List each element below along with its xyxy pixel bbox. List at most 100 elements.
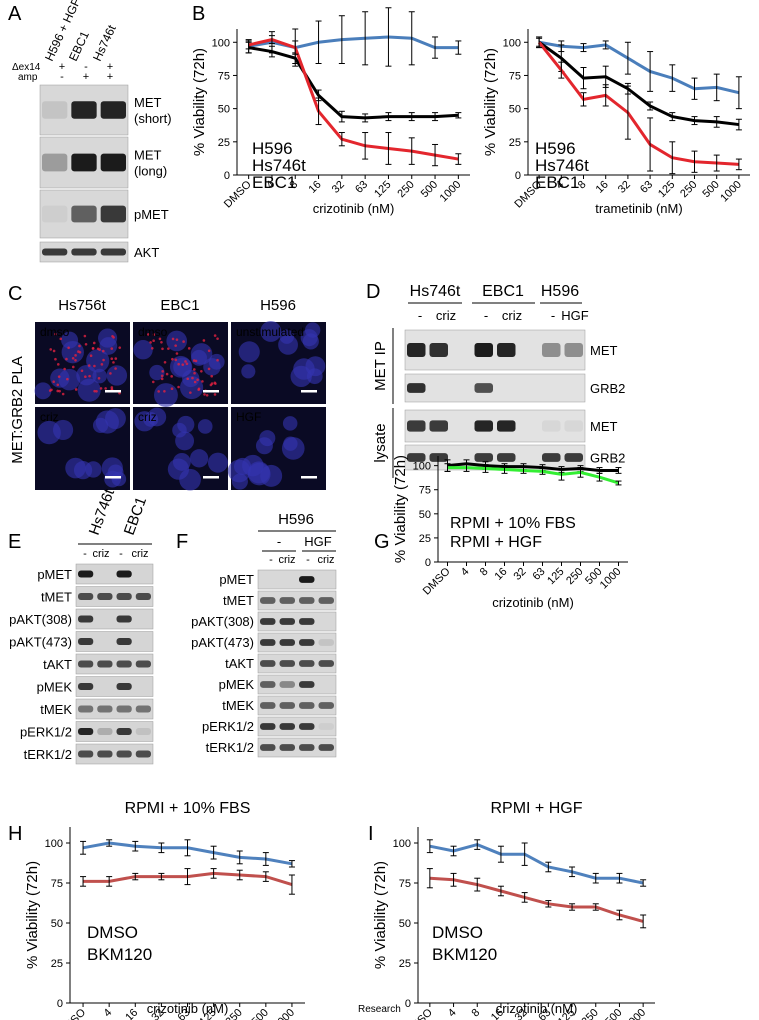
- y-tick-label: 50: [399, 918, 411, 930]
- x-axis-title: crizotinib (nM): [492, 595, 574, 610]
- blot-band: [97, 750, 113, 758]
- blot: [257, 716, 337, 737]
- blot-band: [78, 638, 94, 645]
- pla-dot: [170, 387, 174, 391]
- label: +: [83, 71, 89, 83]
- error-bar: [408, 11, 415, 66]
- error-bar: [132, 872, 139, 881]
- pla-dot: [112, 361, 115, 364]
- pla-dot: [66, 377, 69, 381]
- x-tick-label: 1000: [718, 179, 744, 205]
- pla-dot: [99, 387, 103, 390]
- x-tick-label: 32: [330, 179, 347, 196]
- blot-band: [97, 705, 113, 713]
- blot-band: [100, 153, 126, 172]
- x-tick-label: 125: [372, 179, 393, 200]
- error-bar: [580, 43, 587, 53]
- y-axis-title: % Viability (72h): [392, 455, 409, 563]
- pla-dot: [56, 363, 60, 366]
- blot-band: [71, 101, 97, 119]
- error-bar: [426, 868, 433, 889]
- error-bar: [735, 158, 742, 171]
- blot-band: [116, 705, 132, 713]
- label: tMEK: [222, 698, 254, 713]
- blot-band: [135, 705, 151, 713]
- y-axis-title: % Viability (72h): [482, 48, 499, 156]
- pla-dot: [58, 389, 61, 393]
- pla-dot: [202, 339, 206, 342]
- error-bar: [569, 866, 576, 878]
- error-bar: [669, 112, 676, 122]
- nucleus: [73, 461, 93, 480]
- error-bar: [426, 839, 433, 854]
- pla-dot: [196, 378, 199, 382]
- y-tick-label: 100: [413, 461, 431, 473]
- error-bar: [106, 839, 113, 847]
- blot-band: [71, 153, 97, 172]
- pla-dot: [92, 341, 96, 345]
- blot-band: [71, 205, 97, 223]
- y-tick-label: 50: [218, 104, 230, 116]
- blot: [404, 373, 586, 403]
- error-bar: [338, 110, 345, 123]
- blot-band: [78, 728, 94, 735]
- pla-dot: [149, 341, 152, 344]
- error-bar: [385, 112, 392, 122]
- pla-dot: [194, 359, 198, 363]
- blot-band: [78, 750, 94, 758]
- blot-band: [279, 660, 295, 667]
- label: pAKT(473): [9, 635, 72, 650]
- pla-dot: [71, 356, 75, 360]
- nucleus: [173, 357, 193, 377]
- blot-band: [135, 660, 151, 668]
- pla-dot: [163, 389, 166, 393]
- label: lysate: [372, 423, 389, 462]
- x-tick-label: 63: [353, 179, 370, 196]
- pla-dot: [193, 380, 197, 384]
- nucleus: [166, 330, 188, 352]
- label: tMET: [41, 590, 72, 605]
- nucleus: [290, 365, 312, 388]
- pla-dot: [118, 346, 122, 349]
- pla-dot: [95, 390, 98, 393]
- error-bar: [521, 842, 528, 866]
- label: amp: [18, 72, 38, 83]
- error-bar: [482, 464, 489, 473]
- pla-dot: [174, 344, 177, 347]
- blot-band: [279, 639, 295, 646]
- blot-band: [135, 728, 151, 735]
- label: MET: [590, 343, 618, 358]
- blot: [75, 721, 154, 742]
- label: pERK1/2: [20, 725, 72, 740]
- nucleus: [255, 437, 273, 455]
- pla-dot: [67, 346, 70, 350]
- blot-band: [260, 618, 276, 625]
- blot-band: [97, 728, 113, 735]
- x-tick-label: 16: [594, 179, 611, 196]
- panel-letter: I: [368, 823, 374, 845]
- label: HGF: [236, 410, 261, 424]
- error-bar: [580, 66, 587, 90]
- error-bar: [497, 885, 504, 897]
- label: pMET: [37, 567, 72, 582]
- blot-band: [474, 343, 493, 357]
- panel-letter: D: [366, 281, 380, 303]
- blot-band: [78, 593, 94, 600]
- blot-band: [100, 248, 126, 256]
- blot-band: [318, 639, 334, 646]
- blot-band: [407, 420, 426, 432]
- label: pMEK: [37, 680, 73, 695]
- y-tick-label: 25: [509, 137, 521, 149]
- line-series: [538, 40, 740, 95]
- label: +: [107, 71, 113, 83]
- legend-entry: RPMI + 10% FBS: [450, 515, 576, 532]
- y-tick-label: 100: [45, 838, 63, 850]
- pla-dot: [93, 389, 96, 393]
- y-tick-label: 25: [419, 533, 431, 545]
- blot-band: [474, 453, 493, 462]
- y-tick-label: 100: [503, 37, 521, 49]
- x-tick-label: 500: [249, 1007, 270, 1020]
- blot-band: [299, 660, 315, 667]
- error-bar: [669, 141, 676, 175]
